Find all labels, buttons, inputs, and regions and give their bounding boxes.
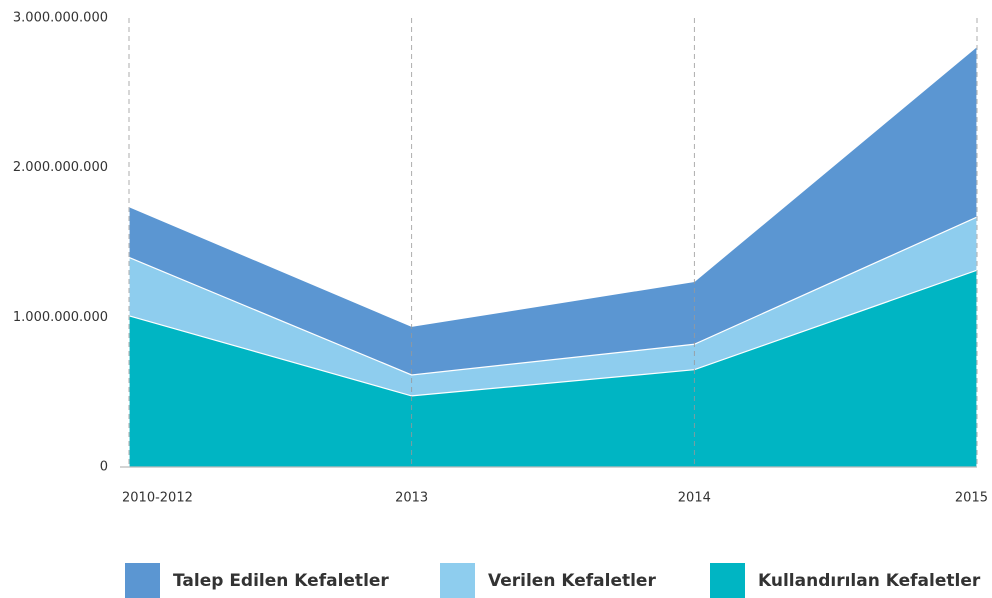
x-tick-label: 2010-2012 (122, 491, 193, 506)
legend-swatch (125, 563, 160, 598)
y-tick-label: 3.000.000.000 (13, 11, 108, 26)
legend-label: Talep Edilen Kefaletler (173, 571, 389, 591)
x-tick-label: 2014 (678, 491, 711, 506)
legend-label: Verilen Kefaletler (488, 571, 656, 591)
y-tick-label: 2.000.000.000 (13, 160, 108, 175)
legend-swatch (710, 563, 745, 598)
y-tick-label: 1.000.000.000 (13, 310, 108, 325)
legend-label: Kullandırılan Kefaletler (758, 571, 981, 591)
x-tick-label: 2013 (395, 491, 428, 506)
legend-swatch (440, 563, 475, 598)
x-tick-label: 2015 (955, 491, 988, 506)
y-tick-label: 0 (100, 460, 108, 475)
